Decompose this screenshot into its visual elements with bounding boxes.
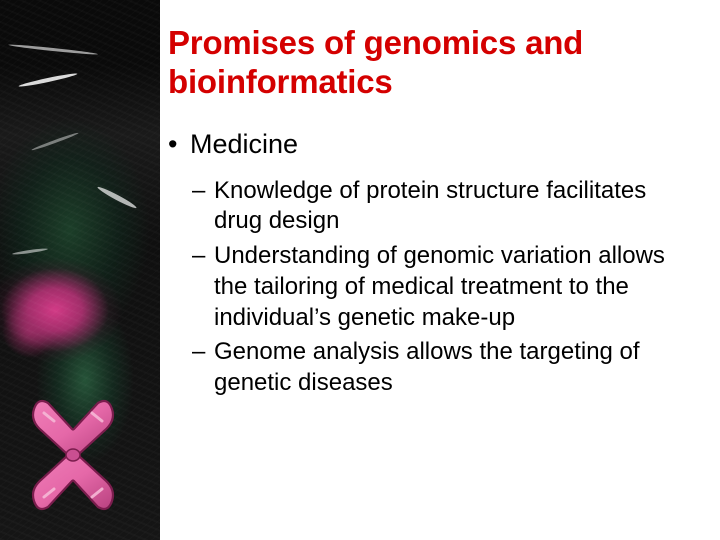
decorative-sidebar — [0, 0, 160, 540]
sidebar-texture — [0, 0, 160, 540]
bullet-level2: Knowledge of protein structure facilitat… — [214, 176, 692, 237]
slide-content: Promises of genomics and bioinformatics … — [160, 0, 720, 540]
bullet-level2: Understanding of genomic variation allow… — [214, 241, 692, 333]
bullet-level2: Genome analysis allows the targeting of … — [214, 337, 692, 398]
slide: Promises of genomics and bioinformatics … — [0, 0, 720, 540]
bullet-level1: Medicine — [190, 128, 692, 162]
slide-title: Promises of genomics and bioinformatics — [168, 24, 692, 102]
